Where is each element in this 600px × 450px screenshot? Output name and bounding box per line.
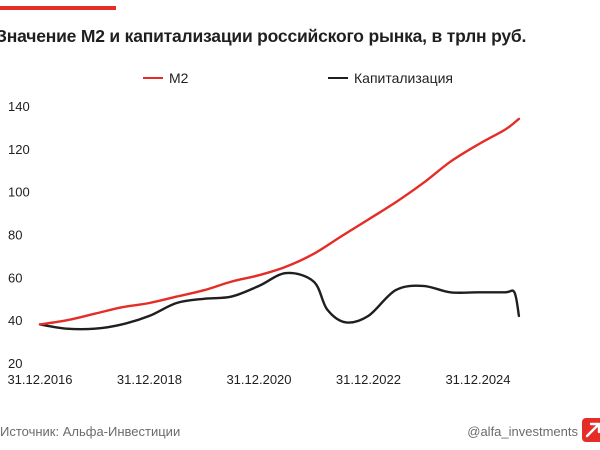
x-tick-label: 31.12.2022	[336, 372, 401, 387]
y-tick-label: 40	[8, 313, 22, 328]
legend-item-m2: М2	[143, 70, 188, 86]
y-tick-label: 80	[8, 228, 22, 243]
y-tick-label: 140	[8, 99, 30, 114]
y-tick-label: 20	[8, 356, 22, 371]
legend-label-m2: М2	[169, 70, 189, 86]
legend-swatch-m2	[143, 76, 163, 80]
source-note: Источник: Альфа-Инвестиции	[0, 424, 181, 439]
x-tick-label: 31.12.2020	[226, 372, 291, 387]
legend-swatch-capitalization	[328, 76, 348, 80]
legend-label-capitalization: Капитализация	[354, 70, 453, 86]
y-tick-label: 60	[8, 270, 22, 285]
y-tick-label: 100	[8, 185, 30, 200]
legend-item-capitalization: Капитализация	[328, 70, 453, 86]
series-line-capitalization	[38, 271, 521, 331]
top-accent-bar	[0, 6, 116, 10]
x-tick-label: 31.12.2018	[117, 372, 182, 387]
alfa-logo-icon	[582, 418, 600, 442]
social-handle[interactable]: @alfa_investments	[467, 424, 578, 439]
series-line-m2	[38, 117, 521, 326]
x-tick-label: 31.12.2016	[7, 372, 72, 387]
y-tick-label: 120	[8, 142, 30, 157]
chart-legend: М2 Капитализация	[0, 70, 600, 90]
chart-title: Значение М2 и капитализации российского …	[0, 26, 527, 46]
x-tick-label: 31.12.2024	[445, 372, 510, 387]
